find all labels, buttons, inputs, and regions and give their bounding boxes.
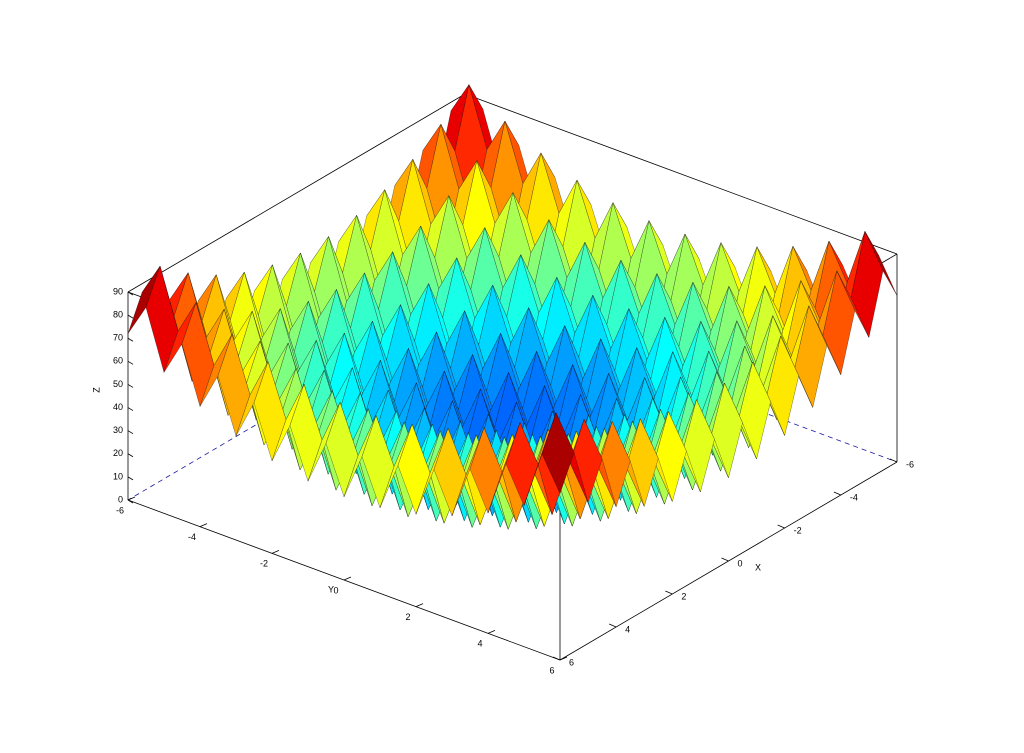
- x-tick-label: 4: [625, 624, 630, 634]
- x-tick-label: 6: [569, 657, 574, 667]
- x-tick: [609, 623, 617, 628]
- y-tick-label: -4: [188, 532, 196, 542]
- y-tick-label: 6: [549, 665, 554, 675]
- z-tick: [127, 384, 134, 388]
- z-tick-label: 20: [113, 448, 123, 458]
- z-tick: [127, 360, 134, 365]
- y-tick-label: 0: [333, 585, 338, 595]
- y-tick: [487, 629, 496, 634]
- surface-patch: [541, 412, 575, 495]
- z-tick: [127, 430, 134, 435]
- z-tick-label: 70: [113, 333, 123, 343]
- x-tick: [889, 458, 898, 463]
- z-tick-label: 10: [113, 471, 123, 481]
- box-edge: [464, 93, 898, 255]
- z-tick: [127, 291, 134, 296]
- y-tick: [415, 603, 424, 608]
- z-tick: [127, 453, 134, 458]
- x-tick-label: -6: [906, 459, 914, 469]
- y-tick: [199, 523, 208, 528]
- x-axis-label: X: [755, 562, 761, 572]
- x-tick: [833, 491, 841, 496]
- z-tick-label: 80: [113, 309, 123, 319]
- x-tick: [665, 590, 673, 595]
- x-tick-label: -4: [850, 492, 858, 502]
- z-tick-label: 60: [113, 356, 123, 366]
- y-tick-label: 4: [477, 639, 482, 649]
- y-tick: [343, 576, 352, 581]
- x-tick-label: 2: [681, 591, 686, 601]
- z-tick: [127, 499, 134, 504]
- z-tick: [127, 407, 134, 411]
- x-tick: [552, 656, 561, 661]
- z-tick: [127, 476, 134, 481]
- x-tick-label: -2: [794, 525, 802, 535]
- z-tick-label: 50: [113, 379, 123, 389]
- y-tick: [559, 656, 568, 661]
- y-tick: [271, 549, 280, 554]
- z-axis-label: Z: [91, 387, 101, 393]
- z-tick: [127, 337, 134, 342]
- box-edge: [127, 93, 466, 293]
- y-tick: [127, 496, 136, 501]
- z-tick: [127, 314, 134, 319]
- x-tick: [721, 557, 729, 562]
- y-tick-label: -2: [260, 559, 268, 569]
- y-axis-label: Y: [328, 584, 334, 594]
- z-tick-label: 90: [113, 286, 123, 296]
- y-tick-label: -6: [116, 505, 124, 515]
- y-tick-label: 2: [405, 612, 410, 622]
- z-tick-label: 30: [113, 425, 123, 435]
- z-tick-label: 40: [113, 402, 123, 412]
- x-tick: [777, 524, 785, 529]
- x-tick-label: 0: [738, 558, 743, 568]
- z-tick-label: 0: [118, 494, 123, 504]
